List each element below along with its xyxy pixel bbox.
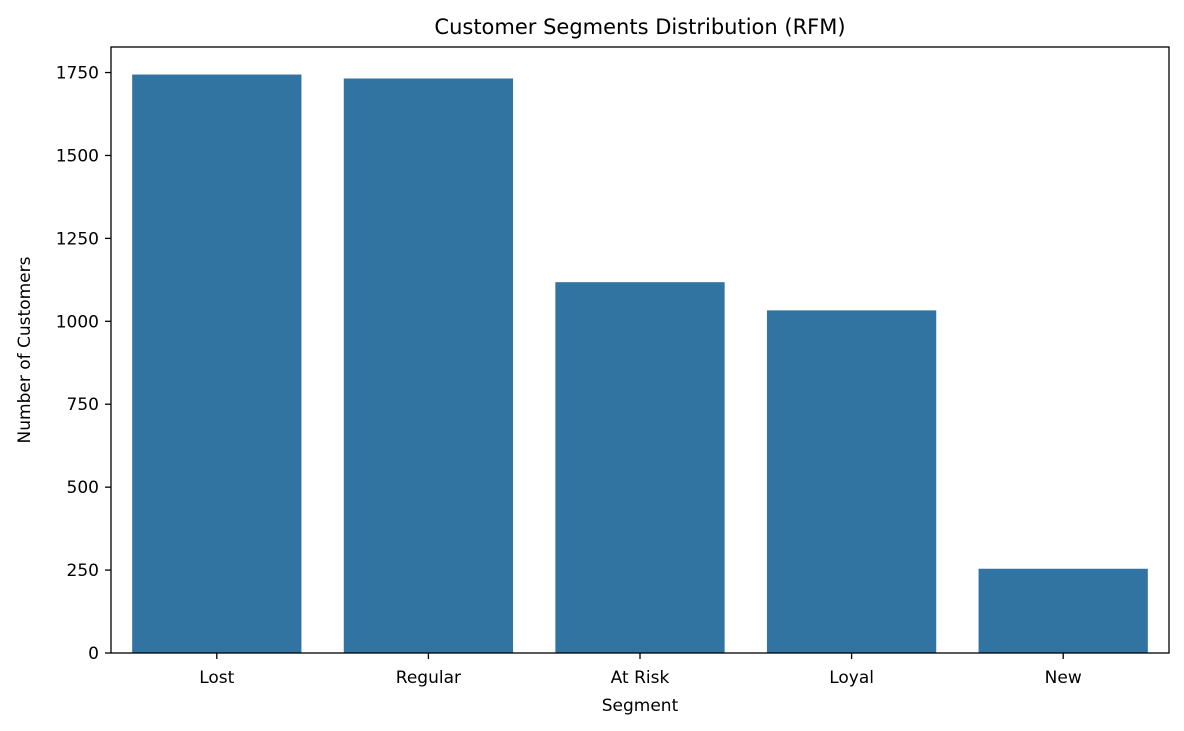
y-tick-label: 1000 <box>56 312 99 332</box>
x-tick-label: At Risk <box>611 668 670 688</box>
bar-loyal <box>766 310 937 653</box>
bar-regular <box>343 78 514 653</box>
chart-title: Customer Segments Distribution (RFM) <box>434 15 845 39</box>
y-tick-label: 750 <box>67 395 99 415</box>
y-tick-label: 1750 <box>56 64 99 84</box>
x-tick-label: Lost <box>199 668 234 688</box>
y-axis-label: Number of Customers <box>15 256 35 443</box>
y-tick-label: 0 <box>88 644 99 664</box>
x-tick-label: New <box>1045 668 1082 688</box>
bar-lost <box>132 74 302 653</box>
x-tick-label: Regular <box>396 668 461 688</box>
y-tick-label: 1250 <box>56 229 99 249</box>
y-tick-label: 500 <box>67 478 99 498</box>
y-tick-label: 1500 <box>56 146 99 166</box>
x-tick-label: Loyal <box>829 668 874 688</box>
bar-at-risk <box>555 282 725 653</box>
x-axis: Lost Regular At Risk Loyal New <box>199 653 1082 688</box>
y-axis: 0 250 500 750 1000 1250 1500 1750 <box>56 64 111 664</box>
x-axis-label: Segment <box>602 696 679 716</box>
y-tick-label: 250 <box>67 561 99 581</box>
bar-new <box>978 568 1148 653</box>
bar-series <box>132 74 1148 653</box>
